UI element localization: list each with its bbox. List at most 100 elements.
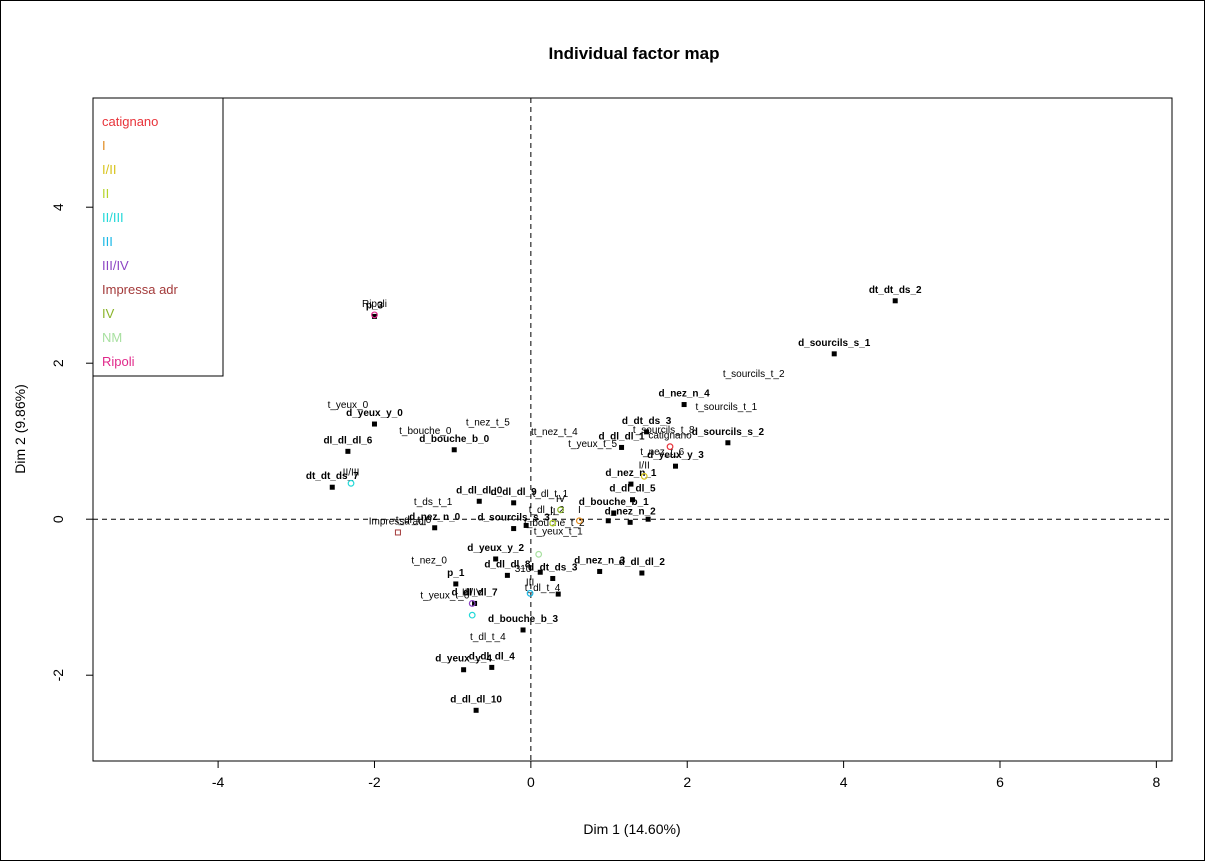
legend-box bbox=[92, 97, 224, 377]
point-label: d_yeux_y_4 bbox=[435, 654, 492, 665]
point-marker bbox=[557, 506, 564, 514]
y-tick-label: -2 bbox=[50, 669, 66, 682]
point-label: d_sourcils_s_1 bbox=[798, 338, 871, 349]
reference-lines bbox=[93, 98, 1172, 761]
point-marker bbox=[645, 516, 651, 522]
legend-entry: I bbox=[102, 138, 106, 153]
point-marker bbox=[511, 500, 517, 506]
point-marker bbox=[451, 447, 457, 453]
point-marker bbox=[575, 517, 583, 525]
point-label: t_dl_t_4 bbox=[470, 632, 506, 643]
point-label: t_nez_0 bbox=[411, 555, 447, 566]
legend: catignanoII/IIIIII/IIIIIIIII/IVImpressa … bbox=[92, 97, 224, 377]
point-marker bbox=[511, 526, 517, 532]
point-marker bbox=[549, 519, 557, 527]
point-label: dl_dl_dl_6 bbox=[323, 435, 372, 446]
point-label: d_yeux_y_2 bbox=[467, 543, 524, 554]
point-label: dt_dt_ds_2 bbox=[869, 285, 922, 296]
point-label: Ripoli bbox=[362, 299, 387, 310]
point-label: dt_dt_ds_7 bbox=[306, 471, 359, 482]
point-label: t_yeux_t_6 bbox=[420, 591, 469, 602]
point-label: d_bouche_b_1 bbox=[579, 497, 649, 508]
point-label: d_nez_n_1 bbox=[605, 468, 657, 479]
point-marker bbox=[666, 443, 674, 451]
point-marker bbox=[347, 479, 355, 487]
y-tick-label: 4 bbox=[50, 203, 66, 211]
legend-entry: IV bbox=[102, 306, 115, 321]
point-label: d_dl_dl_2 bbox=[619, 557, 666, 568]
point-marker bbox=[371, 421, 377, 427]
point-marker bbox=[468, 611, 476, 619]
point-label: t_sourcils_t_2 bbox=[723, 369, 785, 380]
point-marker bbox=[537, 569, 543, 575]
point-label: d_dl_dl_1 bbox=[598, 431, 645, 442]
point-marker bbox=[461, 667, 467, 673]
point-label: Impressa adr bbox=[369, 516, 428, 527]
point-marker bbox=[630, 497, 635, 503]
point-label: t_dl_t_2 bbox=[529, 505, 565, 516]
point-marker bbox=[627, 519, 633, 525]
legend-entry: II bbox=[102, 186, 109, 201]
plot-area bbox=[92, 97, 1173, 762]
point-label: d_bouche_b_3 bbox=[488, 614, 558, 625]
point-marker bbox=[597, 568, 603, 574]
point-label: t_bouche_0 bbox=[399, 426, 452, 437]
point-label: d_dl_dl_7 bbox=[451, 587, 498, 598]
point-label: d_dt_ds_3 bbox=[622, 416, 672, 427]
y-tick-label: 0 bbox=[50, 515, 66, 523]
point-label: p_1 bbox=[447, 568, 465, 579]
point-marker bbox=[493, 556, 499, 562]
point-label: t_sourcils_t_8 bbox=[633, 425, 695, 436]
x-tick-label: 4 bbox=[840, 774, 848, 790]
point-label: 310 bbox=[515, 564, 532, 575]
point-label: III bbox=[526, 577, 534, 588]
point-label: II/III bbox=[343, 467, 360, 478]
point-label: d_dl_dl_0 bbox=[456, 485, 503, 496]
point-label: t_yeux_t_5 bbox=[568, 439, 617, 450]
y-axis-label: Dim 2 (9.86%) bbox=[12, 384, 28, 473]
point-label: d_nez_n_0 bbox=[409, 512, 461, 523]
point-label: III/IV bbox=[462, 587, 483, 598]
point-label: t_dl_t_1 bbox=[533, 489, 569, 500]
point-marker bbox=[453, 581, 459, 587]
point-marker bbox=[504, 572, 510, 578]
point-marker bbox=[535, 550, 543, 558]
legend-entry: Ripoli bbox=[102, 354, 135, 369]
point-marker bbox=[371, 313, 377, 319]
legend-entry: Impressa adr bbox=[102, 282, 179, 297]
point-label: I bbox=[578, 505, 581, 516]
points-layer: dt_dt_ds_2 d_sourcils_s_1 d_sourcils_s_2 d_… bbox=[306, 285, 922, 713]
x-tick-label: 0 bbox=[527, 774, 535, 790]
point-label: d_dl_dl_9 bbox=[491, 487, 538, 498]
point-marker bbox=[520, 627, 526, 633]
point-label: t_sourcils_t_1 bbox=[695, 402, 757, 413]
y-axis: -2 0 2 4 bbox=[50, 203, 93, 681]
point-label: d_nez_n_4 bbox=[659, 389, 711, 400]
point-label: t_yeux_t_1 bbox=[534, 527, 583, 538]
point-marker bbox=[476, 498, 482, 504]
point-label: I/II bbox=[639, 460, 650, 471]
point-marker bbox=[892, 298, 898, 304]
point-marker bbox=[489, 664, 495, 670]
legend-entry: catignano bbox=[102, 114, 158, 129]
x-tick-label: -4 bbox=[212, 774, 225, 790]
point-marker bbox=[639, 570, 645, 576]
point-label: d_sourcils_s_3 bbox=[478, 513, 551, 524]
legend-entry: III/IV bbox=[102, 258, 129, 273]
point-marker bbox=[555, 591, 561, 597]
point-marker bbox=[468, 600, 476, 607]
point-label: t_dl_t_4 bbox=[525, 583, 561, 594]
point-marker bbox=[628, 481, 634, 487]
point-marker bbox=[345, 448, 351, 454]
point-label: d_dl_dl_5 bbox=[609, 484, 656, 495]
point-label: t_dl_t_0 bbox=[396, 515, 432, 526]
point-label: tt_nez_t_4 bbox=[531, 427, 578, 438]
point-label: d_yeux_y_0 bbox=[346, 408, 403, 419]
legend-entry: III bbox=[102, 234, 113, 249]
point-label: catignano bbox=[648, 431, 692, 442]
point-label: d_dl_dl_4 bbox=[469, 651, 516, 662]
point-label: d_dl_dl_10 bbox=[450, 694, 502, 705]
point-marker bbox=[371, 311, 378, 319]
x-tick-label: 2 bbox=[683, 774, 691, 790]
x-tick-label: -2 bbox=[368, 774, 381, 790]
